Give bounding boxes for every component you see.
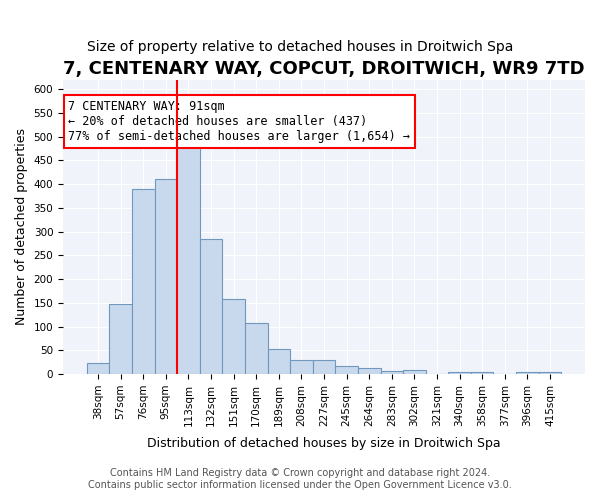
Bar [358, 368, 380, 374]
Y-axis label: Number of detached properties: Number of detached properties [15, 128, 28, 326]
Bar [109, 304, 132, 374]
Bar [335, 366, 358, 374]
Bar [539, 372, 561, 374]
Bar [471, 372, 493, 374]
Bar [268, 349, 290, 374]
Title: 7, CENTENARY WAY, COPCUT, DROITWICH, WR9 7TD: 7, CENTENARY WAY, COPCUT, DROITWICH, WR9… [63, 60, 585, 78]
Bar [87, 363, 109, 374]
Bar [200, 238, 223, 374]
Bar [245, 322, 268, 374]
X-axis label: Distribution of detached houses by size in Droitwich Spa: Distribution of detached houses by size … [147, 437, 501, 450]
Bar [177, 138, 200, 374]
Bar [223, 299, 245, 374]
Bar [403, 370, 425, 374]
Text: Size of property relative to detached houses in Droitwich Spa: Size of property relative to detached ho… [87, 40, 513, 54]
Bar [448, 372, 471, 374]
Bar [155, 180, 177, 374]
Bar [290, 360, 313, 374]
Bar [132, 189, 155, 374]
Bar [313, 360, 335, 374]
Text: Contains HM Land Registry data © Crown copyright and database right 2024.
Contai: Contains HM Land Registry data © Crown c… [88, 468, 512, 490]
Bar [516, 372, 539, 374]
Bar [380, 370, 403, 374]
Text: 7 CENTENARY WAY: 91sqm
← 20% of detached houses are smaller (437)
77% of semi-de: 7 CENTENARY WAY: 91sqm ← 20% of detached… [68, 100, 410, 143]
